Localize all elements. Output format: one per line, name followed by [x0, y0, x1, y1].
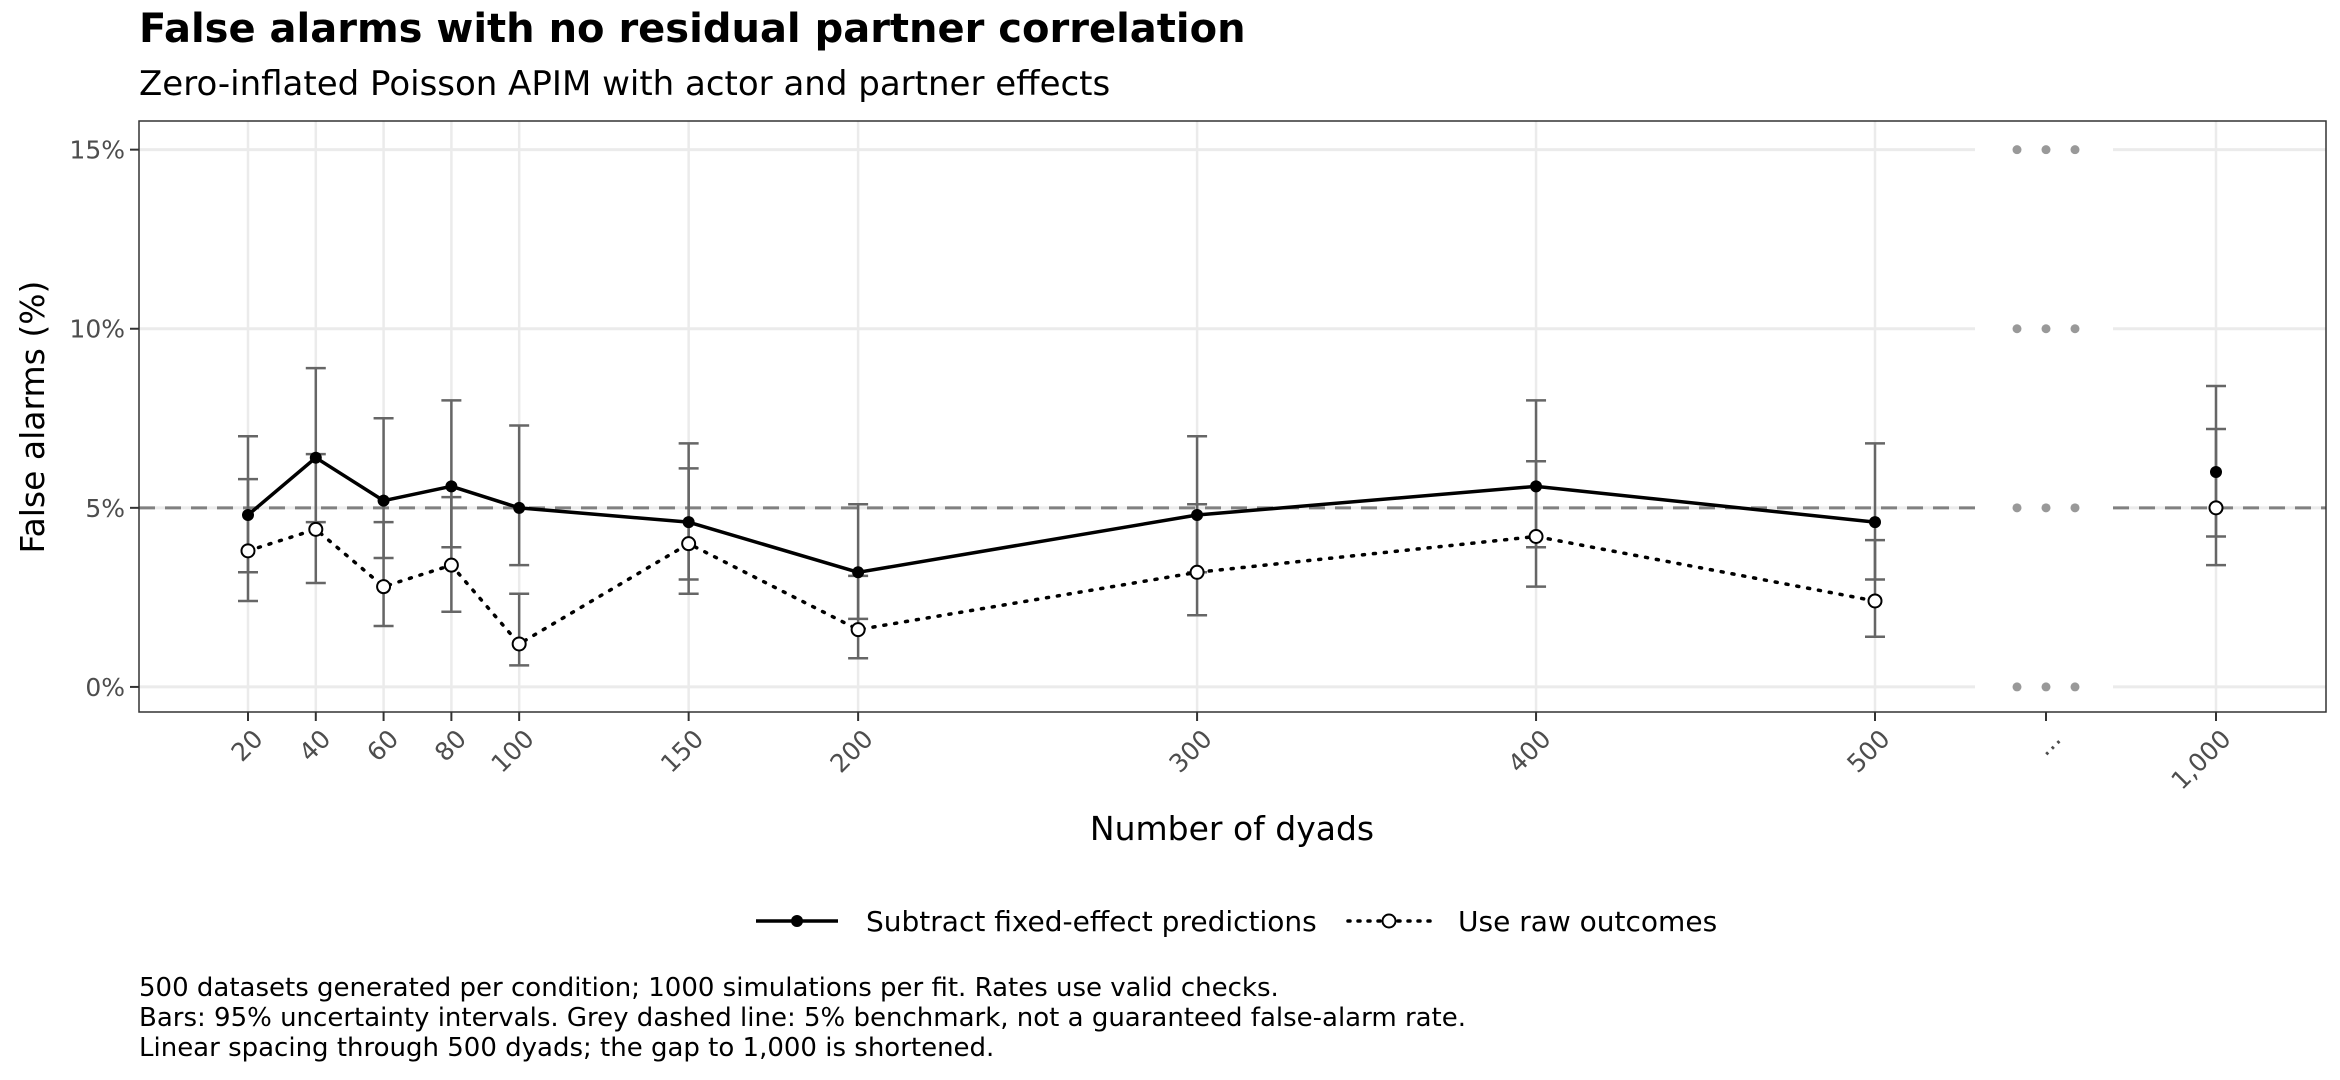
x-tick-label: 40 [293, 724, 336, 767]
x-tick-label: 400 [1502, 724, 1556, 778]
raw-outcomes-point [850, 622, 866, 638]
subtract-predictions-point [309, 451, 322, 464]
x-tick-label: 500 [1841, 724, 1895, 778]
raw-outcomes-point [443, 557, 459, 573]
subtract-predictions-point [377, 494, 390, 507]
subtract-predictions-point [1530, 480, 1543, 493]
gap-dot [2070, 324, 2080, 334]
subtract-predictions-point [682, 516, 695, 529]
raw-outcomes-point [681, 536, 697, 552]
caption-line: Linear spacing through 500 dyads; the ga… [139, 1033, 995, 1063]
gap-dot [2012, 324, 2022, 334]
error-bar [441, 495, 462, 613]
subtract-predictions-point [445, 480, 458, 493]
legend-key-filled-marker [791, 915, 803, 927]
caption-line: 500 datasets generated per condition; 10… [139, 973, 1279, 1003]
data-points [240, 451, 2224, 652]
error-bar [1865, 538, 1885, 639]
raw-outcomes-point [308, 521, 324, 537]
x-tick-label: 80 [429, 724, 472, 767]
raw-outcomes-point [240, 543, 256, 559]
gap-dot [2041, 145, 2051, 155]
y-tick-label: 0% [85, 673, 125, 702]
caption-line: Bars: 95% uncertainty intervals. Grey da… [139, 1003, 1467, 1033]
gap-dot [2041, 324, 2051, 334]
legend-label-raw: Use raw outcomes [1458, 905, 1717, 938]
raw-outcomes-point [511, 636, 527, 652]
legend-label-subtract: Subtract fixed-effect predictions [866, 905, 1317, 938]
error-bar [305, 452, 326, 585]
legend-key-open-marker [1381, 913, 1397, 929]
error-bar [1187, 503, 1208, 617]
series-lines [246, 455, 1877, 646]
grid [139, 121, 2326, 712]
legend: Subtract fixed-effect predictions Use ra… [756, 905, 1717, 938]
gap-dot [2012, 145, 2022, 155]
subtract-predictions-point [1869, 516, 1881, 529]
y-tick-label: 10% [69, 315, 125, 344]
error-bar [238, 477, 258, 603]
gap-dot [2012, 682, 2022, 692]
x-tick-label: ... [2029, 724, 2066, 761]
raw-outcomes-point [1189, 564, 1205, 580]
axes: 0% 5% 10% 15% 20 40 60 80 100 150 200 300 400 500... 1… [69, 136, 2236, 796]
error-bars [238, 366, 2226, 667]
error-bar [678, 467, 699, 596]
subtract-predictions-point [513, 501, 526, 514]
axis-break [2012, 145, 2080, 692]
gap-dot [2041, 503, 2051, 513]
error-bar [2206, 427, 2226, 567]
raw-outcomes-point [376, 579, 392, 595]
subtract-predictions-point [242, 509, 254, 521]
x-tick-label: 60 [361, 724, 404, 767]
subtract-predictions-line [246, 455, 1876, 575]
raw-outcomes-point [1528, 528, 1544, 544]
error-bar [848, 574, 869, 660]
gap-dot [2070, 682, 2080, 692]
error-bar [509, 424, 530, 567]
error-bar [1526, 460, 1547, 588]
gap-dot [2070, 503, 2080, 513]
error-bar [373, 520, 394, 628]
raw-outcomes-point [2208, 500, 2224, 516]
x-axis-title: Number of dyads [1090, 809, 1374, 848]
subtract-predictions-point [1191, 509, 1204, 521]
raw-outcomes-line [246, 527, 1877, 646]
y-tick-label: 15% [69, 136, 125, 165]
x-tick-label: 150 [655, 724, 709, 778]
x-tick-label: 1,000 [2165, 724, 2236, 795]
x-tick-label: 20 [226, 724, 269, 767]
y-tick-label: 5% [85, 494, 125, 523]
gap-dot [2041, 682, 2051, 692]
x-tick-label: 100 [486, 724, 540, 778]
error-bar [509, 592, 530, 667]
x-tick-label: 300 [1163, 724, 1217, 778]
plot-panel [138, 120, 2327, 713]
chart-subtitle: Zero-inflated Poisson APIM with actor an… [139, 64, 1111, 104]
gap-dot [2012, 503, 2022, 513]
subtract-predictions-point [2210, 466, 2222, 479]
subtract-predictions-point [852, 566, 865, 579]
chart-title: False alarms with no residual partner co… [139, 6, 1246, 52]
x-tick-label: 200 [824, 724, 878, 778]
y-axis-title: False alarms (%) [13, 281, 52, 554]
gap-dot [2070, 145, 2080, 155]
raw-outcomes-point [1867, 593, 1883, 609]
caption: 500 datasets generated per condition; 10… [139, 973, 1466, 1063]
